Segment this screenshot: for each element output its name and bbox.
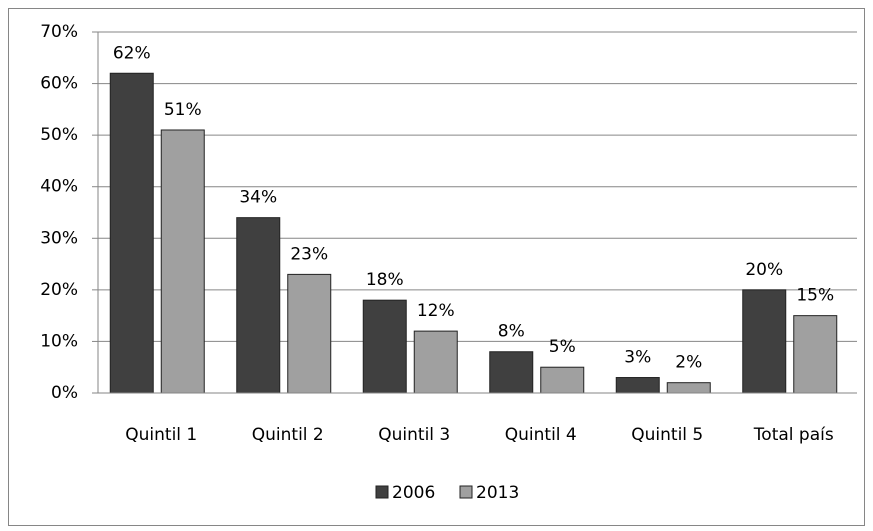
y-tick-label: 10%	[40, 331, 78, 351]
bar	[793, 315, 838, 394]
x-tick-label: Quintil 3	[378, 425, 450, 445]
y-tick-label: 30%	[40, 228, 78, 248]
data-label: 3%	[624, 348, 651, 368]
bar	[615, 377, 660, 394]
data-label: 51%	[164, 100, 202, 120]
bar	[236, 217, 281, 394]
data-label: 18%	[366, 270, 404, 290]
bar	[742, 289, 787, 394]
data-label: 34%	[239, 188, 277, 208]
bar	[160, 129, 205, 394]
x-tick-label: Total país	[753, 425, 834, 445]
legend-label: 2006	[392, 483, 435, 503]
data-label: 8%	[498, 322, 525, 342]
bar	[489, 351, 534, 394]
y-tick-label: 60%	[40, 74, 78, 94]
x-tick-label: Quintil 5	[631, 425, 703, 445]
y-tick-label: 40%	[40, 177, 78, 197]
bar	[540, 366, 585, 394]
bar	[666, 382, 711, 394]
bar	[287, 273, 332, 394]
y-tick-label: 20%	[40, 280, 78, 300]
y-tick-label: 70%	[40, 22, 78, 42]
legend-swatch	[459, 485, 473, 499]
data-label: 12%	[417, 301, 455, 321]
legend-swatch	[375, 485, 389, 499]
x-tick-label: Quintil 4	[505, 425, 577, 445]
data-label: 5%	[549, 337, 576, 357]
legend-label: 2013	[476, 483, 519, 503]
data-label: 23%	[290, 244, 328, 264]
data-label: 20%	[745, 260, 783, 280]
bar	[362, 299, 407, 394]
x-tick-label: Quintil 2	[252, 425, 324, 445]
data-label: 2%	[675, 353, 702, 373]
y-tick-label: 0%	[51, 383, 78, 403]
bar	[413, 330, 458, 394]
data-label: 62%	[113, 43, 151, 63]
x-tick-label: Quintil 1	[125, 425, 197, 445]
data-label: 15%	[796, 286, 834, 306]
bar	[109, 72, 154, 394]
y-tick-label: 50%	[40, 125, 78, 145]
